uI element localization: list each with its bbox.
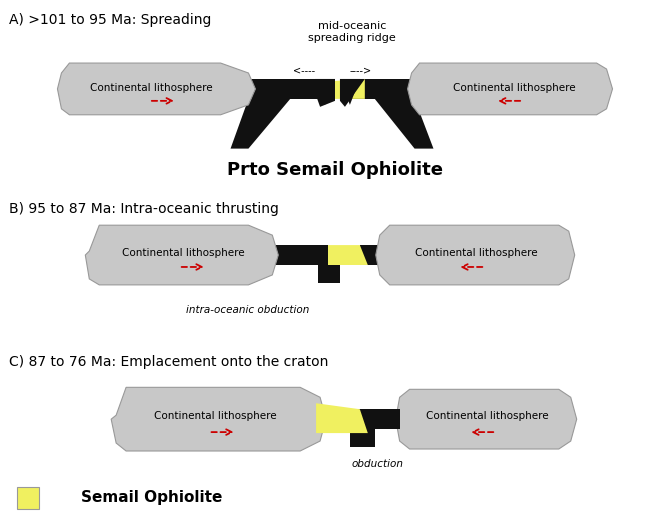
- Polygon shape: [111, 387, 326, 451]
- Polygon shape: [310, 79, 335, 107]
- Text: obduction: obduction: [352, 459, 404, 469]
- Polygon shape: [318, 265, 340, 283]
- Text: Continental lithosphere: Continental lithosphere: [154, 411, 277, 421]
- Polygon shape: [348, 409, 400, 429]
- Polygon shape: [335, 79, 365, 99]
- Polygon shape: [310, 79, 335, 99]
- Text: Semail Ophiolite: Semail Ophiolite: [81, 490, 223, 505]
- Text: Prto Semail Ophiolite: Prto Semail Ophiolite: [227, 162, 443, 180]
- Polygon shape: [273, 245, 328, 265]
- Polygon shape: [328, 245, 368, 265]
- Polygon shape: [340, 79, 365, 99]
- Polygon shape: [249, 79, 310, 99]
- Polygon shape: [375, 99, 434, 149]
- Polygon shape: [376, 225, 575, 285]
- Polygon shape: [316, 403, 368, 433]
- Text: ---->: ---->: [350, 65, 372, 75]
- Polygon shape: [350, 429, 375, 447]
- Text: mid-oceanic
spreading ridge: mid-oceanic spreading ridge: [308, 22, 396, 43]
- Text: Continental lithosphere: Continental lithosphere: [122, 248, 245, 258]
- Polygon shape: [57, 63, 255, 115]
- Text: Continental lithosphere: Continental lithosphere: [90, 83, 212, 93]
- Polygon shape: [85, 225, 278, 285]
- Text: Continental lithosphere: Continental lithosphere: [415, 248, 537, 258]
- Polygon shape: [396, 390, 577, 449]
- Bar: [17, 487, 39, 509]
- Polygon shape: [360, 79, 414, 99]
- Text: Continental lithosphere: Continental lithosphere: [426, 411, 549, 421]
- Text: C) 87 to 76 Ma: Emplacement onto the craton: C) 87 to 76 Ma: Emplacement onto the cra…: [9, 354, 328, 369]
- Text: intra-oceanic obduction: intra-oceanic obduction: [186, 305, 309, 315]
- Polygon shape: [231, 99, 290, 149]
- Polygon shape: [360, 245, 390, 265]
- Text: A) >101 to 95 Ma: Spreading: A) >101 to 95 Ma: Spreading: [9, 13, 211, 27]
- Polygon shape: [408, 63, 612, 115]
- Polygon shape: [340, 79, 365, 107]
- Text: B) 95 to 87 Ma: Intra-oceanic thrusting: B) 95 to 87 Ma: Intra-oceanic thrusting: [9, 202, 279, 216]
- Polygon shape: [340, 79, 360, 105]
- Polygon shape: [315, 79, 335, 105]
- Text: Continental lithosphere: Continental lithosphere: [453, 83, 575, 93]
- Text: <----: <----: [293, 65, 315, 75]
